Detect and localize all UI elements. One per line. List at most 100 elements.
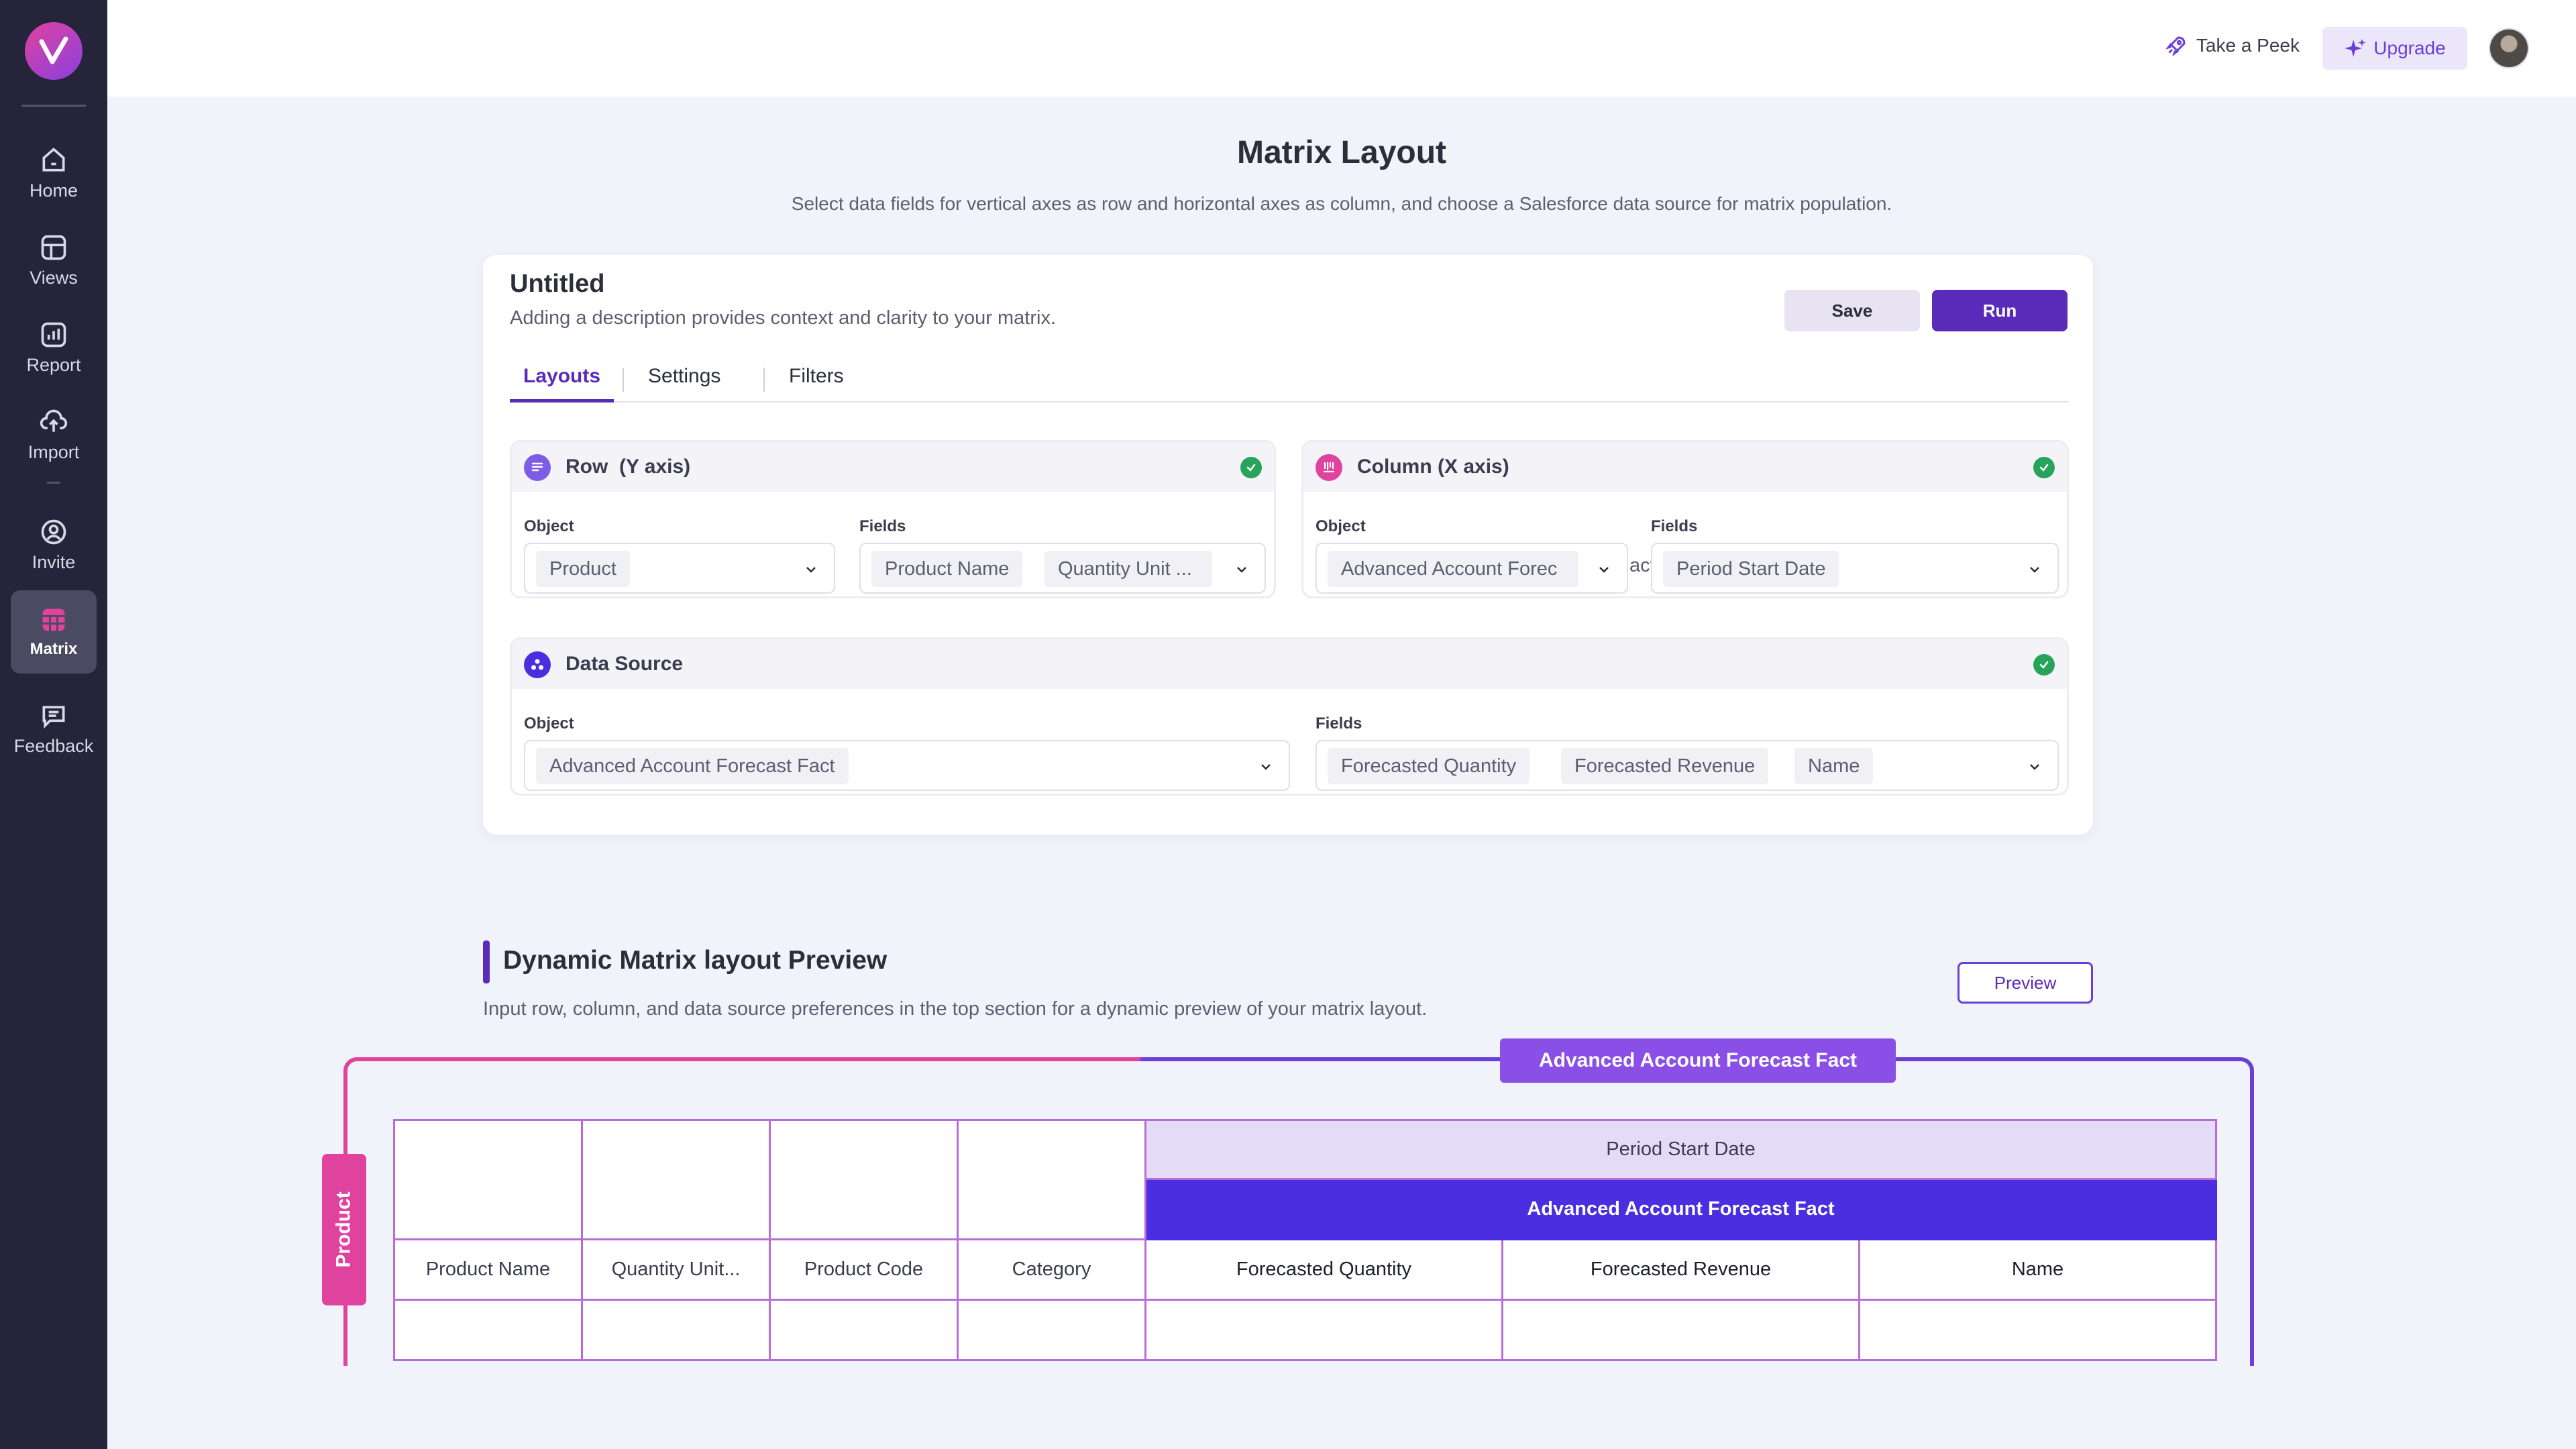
field-chip[interactable]: Product Name [871,551,1023,587]
empty-header-cell [581,1119,771,1240]
field-chip[interactable]: Forecasted Revenue [1561,748,1769,784]
table-cell [769,1299,959,1361]
chevron-down-icon [1261,764,1271,770]
table-cell [393,1299,583,1361]
chevron-down-icon [2030,764,2039,770]
fact-header-band: Advanced Account Forecast Fact [1144,1178,2217,1240]
row-field-header: Product Name [393,1238,583,1301]
chevron-down-icon [2030,567,2039,573]
row-axis-panel: Row (Y axis) Object Fields Product Produ… [510,440,1276,598]
tab-divider [623,368,624,392]
grid-icon [42,608,65,631]
message-icon [42,705,65,729]
row-axis-title: Row (Y axis) [566,455,691,478]
value-field-header: Forecasted Revenue [1501,1238,1860,1301]
check-icon [2033,654,2055,676]
object-label: Object [524,517,574,535]
table-cell [1144,1299,1503,1361]
column-fields-select[interactable]: Period Start Date [1651,543,2059,594]
sidebar-divider [21,105,86,107]
data-source-frame-tag: Advanced Account Forecast Fact [1500,1038,1896,1083]
take-a-peek-link[interactable]: Take a Peek [2164,34,2300,58]
row-object-select[interactable]: Product [524,543,835,594]
field-chip[interactable]: Forecasted Quantity [1328,748,1530,784]
sidebar-item-invite[interactable]: Invite [11,503,97,586]
sidebar-item-feedback[interactable]: Feedback [11,687,97,770]
preview-subtitle: Input row, column, and data source prefe… [483,998,1428,1020]
object-overflow-text: act [1629,555,1651,576]
take-a-peek-label: Take a Peek [2196,35,2300,56]
row-fields-select[interactable]: Product Name Quantity Unit ... [859,543,1266,594]
section-accent-bar [483,941,490,983]
preview-button[interactable]: Preview [1957,962,2093,1004]
check-icon [2033,457,2055,478]
matrix-description[interactable]: Adding a description provides context an… [510,307,1057,329]
selected-object-chip: Advanced Account Forec [1328,551,1578,587]
object-label: Object [524,714,574,733]
value-field-header: Name [1858,1238,2217,1301]
page-subtitle: Select data fields for vertical axes as … [791,193,1892,214]
data-source-panel: Data Source Object Fields Advanced Accou… [510,637,2069,796]
field-chip[interactable]: Period Start Date [1663,551,1839,587]
row-field-header: Category [957,1238,1146,1301]
page-title: Matrix Layout [1236,135,1447,170]
upload-icon [40,409,68,432]
matrix-preview-table: Period Start Date Advanced Account Forec… [393,1119,2217,1361]
sidebar: Home Views Report Import Invite Matrix F… [0,0,107,1449]
column-header-band: Period Start Date [1144,1119,2217,1180]
table-cell [957,1299,1146,1361]
invite-icon [41,519,66,544]
tab-filters[interactable]: Filters [789,365,844,387]
top-bar: Take a Peek Upgrade [107,0,2576,97]
data-source-object-select[interactable]: Advanced Account Forecast Fact [524,740,1290,791]
sidebar-separator [47,482,60,484]
object-label: Object [1316,517,1366,535]
check-icon [1240,457,1262,478]
app-logo[interactable] [25,22,83,80]
row-field-header: Product Code [769,1238,959,1301]
column-object-select[interactable]: Advanced Account Forec [1316,543,1628,594]
value-field-header: Forecasted Quantity [1144,1238,1503,1301]
sidebar-item-import[interactable]: Import [11,393,97,476]
table-cell [581,1299,771,1361]
data-source-icon [524,651,551,678]
report-icon [41,322,66,347]
sidebar-item-label: Invite [32,551,76,572]
rocket-icon [2165,36,2186,57]
sidebar-item-matrix[interactable]: Matrix [11,590,97,674]
layout-icon [41,235,66,260]
selected-object-chip: Product [536,551,630,587]
column-axis-header: Column (X axis) [1303,442,2067,492]
chevron-down-icon [1599,567,1609,573]
column-axis-title: Column (X axis) [1357,455,1509,478]
sidebar-item-label: Matrix [30,640,78,658]
sidebar-item-views[interactable]: Views [11,219,97,302]
save-button[interactable]: Save [1784,290,1920,331]
fields-label: Fields [1316,714,1362,733]
chevron-down-icon [1237,567,1246,573]
logo-v-icon [39,36,68,64]
list-icon [524,454,551,481]
field-chip[interactable]: Name [1794,748,1874,784]
matrix-name[interactable]: Untitled [510,270,605,298]
avatar[interactable] [2489,28,2529,68]
run-button[interactable]: Run [1932,290,2068,331]
empty-header-cell [957,1119,1146,1240]
field-chip[interactable]: Quantity Unit ... [1044,551,1212,587]
data-source-title: Data Source [566,653,684,675]
tab-settings[interactable]: Settings [648,365,721,387]
tab-bar: Layouts Settings Filters [510,362,2069,402]
column-axis-panel: Column (X axis) Object Fields Advanced A… [1301,440,2069,598]
sidebar-item-label: Feedback [13,735,94,756]
data-source-fields-select[interactable]: Forecasted Quantity Forecasted Revenue N… [1316,740,2059,791]
sidebar-item-report[interactable]: Report [11,306,97,389]
upgrade-button[interactable]: Upgrade [2322,27,2467,70]
sidebar-item-home[interactable]: Home [11,131,97,215]
tab-layouts[interactable]: Layouts [510,362,614,402]
row-object-tag: Product [322,1154,366,1305]
sidebar-item-label: Views [30,267,78,288]
row-field-header: Quantity Unit... [581,1238,771,1301]
row-axis-header: Row (Y axis) [512,442,1274,492]
upgrade-label: Upgrade [2373,38,2446,58]
sidebar-item-label: Report [26,354,81,375]
